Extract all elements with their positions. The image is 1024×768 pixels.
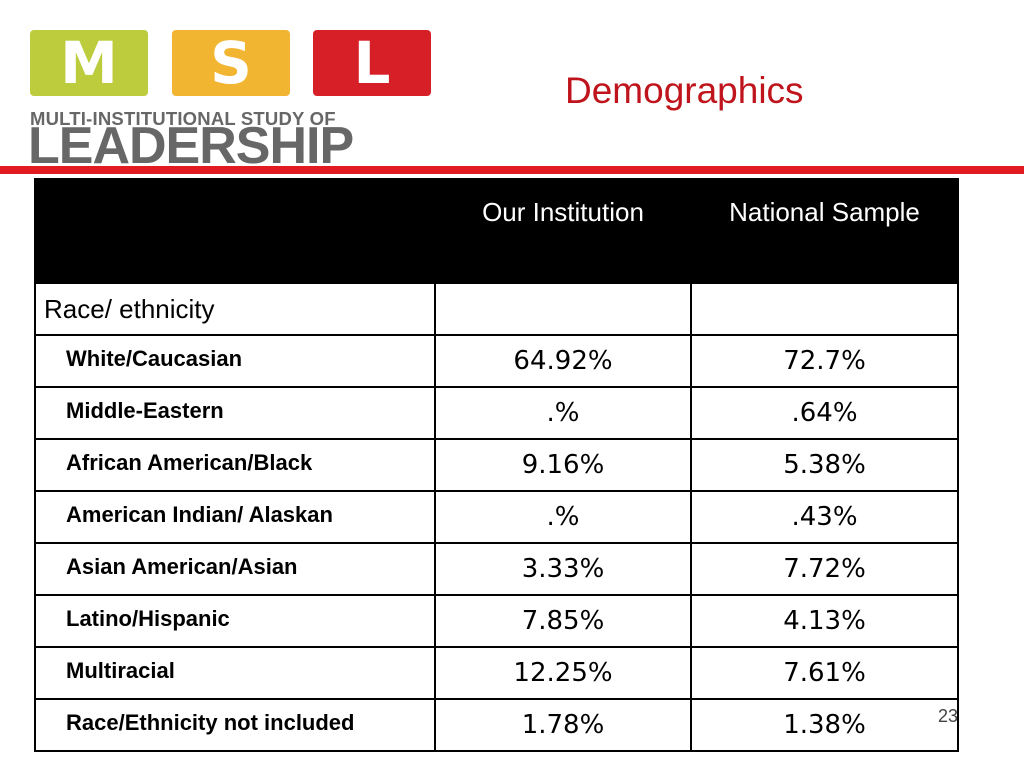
national-sample-value: .64% [690,386,959,440]
header-cell-blank [34,178,436,284]
logo-l-box: L [313,30,431,96]
logo-s-box: S [172,30,290,96]
our-institution-value: 1.78% [434,698,692,752]
section-empty-cell [690,282,959,336]
table-header-row: Our Institution National Sample [34,178,959,284]
table-row: American Indian/ Alaskan.% .43% [34,490,959,544]
row-label: White/Caucasian [34,334,436,388]
our-institution-value: 12.25% [434,646,692,700]
national-sample-value: 7.72% [690,542,959,596]
our-institution-value: 9.16% [434,438,692,492]
table-row: White/Caucasian 64.92% 72.7% [34,334,959,388]
logo-s-letter: S [210,29,252,97]
logo-l-letter: L [353,29,391,97]
section-empty-cell [434,282,692,336]
our-institution-value: .% [434,490,692,544]
logo-tagline: MULTI-INSTITUTIONAL STUDY OF [30,108,336,129]
table-row: Race/Ethnicity not included 1.78% 1.38% [34,698,959,752]
row-label: Multiracial [34,646,436,700]
national-sample-value: 1.38% [690,698,959,752]
logo-m-box: M [30,30,148,96]
slide-title: Demographics [565,70,804,111]
national-sample-value: 72.7% [690,334,959,388]
our-institution-value: .% [434,386,692,440]
national-sample-value: 5.38% [690,438,959,492]
table-row: Asian American/Asian 3.33% 7.72% [34,542,959,596]
header-our-institution: Our Institution [434,178,692,284]
our-institution-value: 3.33% [434,542,692,596]
national-sample-value: 4.13% [690,594,959,648]
section-row: Race/ ethnicity [34,282,959,336]
national-sample-value: 7.61% [690,646,959,700]
demographics-table: Our Institution National Sample Race/ et… [34,178,959,752]
table-row: Latino/Hispanic 7.85% 4.13% [34,594,959,648]
row-label: Asian American/Asian [34,542,436,596]
row-label: American Indian/ Alaskan [34,490,436,544]
logo-m-letter: M [60,29,118,97]
section-label: Race/ ethnicity [34,282,436,336]
table-row: Multiracial 12.25% 7.61% [34,646,959,700]
our-institution-value: 64.92% [434,334,692,388]
table-row: African American/Black 9.16% 5.38% [34,438,959,492]
msl-logo: M S L MULTI-INSTITUTIONAL STUDY OF LEADE… [28,30,436,175]
table-row: Middle-Eastern.% .64% [34,386,959,440]
header-national-sample: National Sample [690,178,959,284]
header-divider [0,166,1024,174]
row-label: African American/Black [34,438,436,492]
logo-wordmark: LEADERSHIP [28,117,354,175]
our-institution-value: 7.85% [434,594,692,648]
row-label: Race/Ethnicity not included [34,698,436,752]
row-label: Middle-Eastern [34,386,436,440]
national-sample-value: .43% [690,490,959,544]
row-label: Latino/Hispanic [34,594,436,648]
slide-number: 23 [938,706,959,726]
